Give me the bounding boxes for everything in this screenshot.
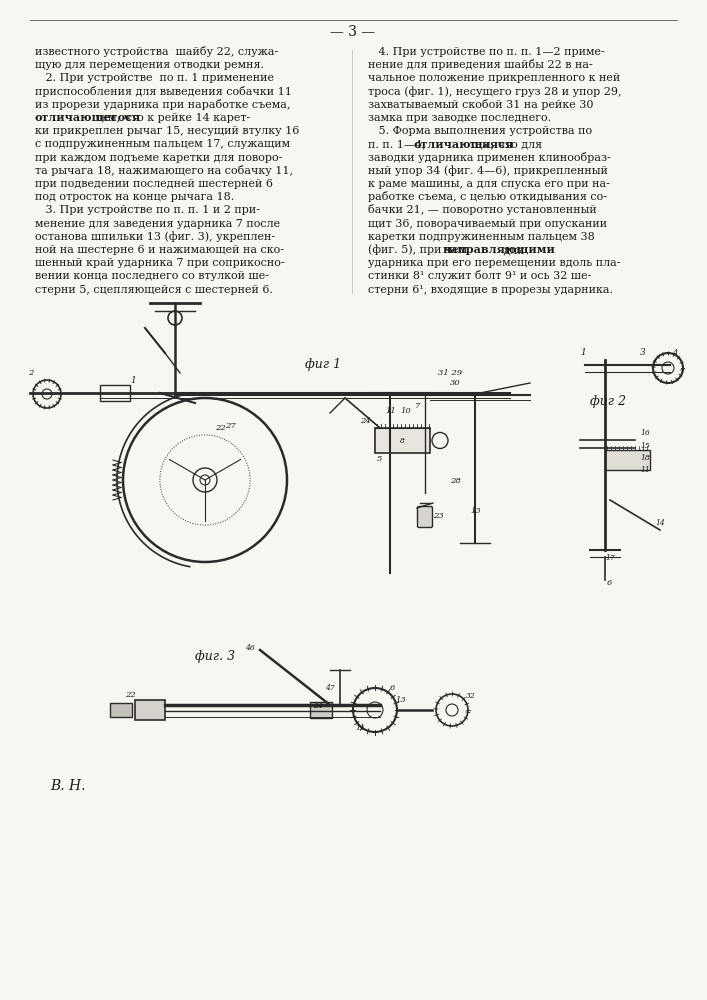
Text: 17: 17 (605, 554, 615, 562)
Text: 31 29: 31 29 (438, 369, 462, 377)
Text: чальное положение прикрепленного к ней: чальное положение прикрепленного к ней (368, 73, 620, 83)
Text: при каждом подъеме каретки для поворо-: при каждом подъеме каретки для поворо- (35, 153, 282, 163)
Text: 22: 22 (125, 691, 136, 699)
Text: с подпружиненным пальцем 17, служащим: с подпружиненным пальцем 17, служащим (35, 139, 290, 149)
Text: ный упор 34 (фиг. 4—6), прикрепленный: ный упор 34 (фиг. 4—6), прикрепленный (368, 165, 608, 176)
Text: стерни 6¹, входящие в прорезы ударника.: стерни 6¹, входящие в прорезы ударника. (368, 285, 613, 295)
Bar (110, 703, 132, 717)
Text: каретки подпружиненным пальцем 38: каретки подпружиненным пальцем 38 (368, 232, 595, 242)
Text: нение для приведения шайбы 22 в на-: нение для приведения шайбы 22 в на- (368, 59, 592, 70)
Text: стинки 8¹ служит болт 9¹ и ось 32 ше-: стинки 8¹ служит болт 9¹ и ось 32 ше- (368, 270, 591, 281)
Text: 27: 27 (225, 422, 235, 430)
Text: 7: 7 (415, 402, 421, 410)
Text: 1: 1 (580, 348, 586, 357)
FancyBboxPatch shape (418, 506, 433, 528)
Text: 22: 22 (215, 424, 226, 432)
Text: 11: 11 (355, 724, 365, 732)
Text: фиг 2: фиг 2 (590, 395, 626, 408)
Text: 24: 24 (360, 417, 370, 425)
Text: 3. При устройстве по п. п. 1 и 2 при-: 3. При устройстве по п. п. 1 и 2 при- (35, 205, 260, 215)
Text: п. п. 1—4,: п. п. 1—4, (368, 139, 429, 149)
Text: троса (фиг. 1), несущего груз 28 и упор 29,: троса (фиг. 1), несущего груз 28 и упор … (368, 86, 621, 97)
Text: В. Н.: В. Н. (50, 779, 86, 793)
Text: 1: 1 (130, 376, 136, 385)
Text: 47: 47 (325, 684, 334, 692)
Text: — 3 —: — 3 — (330, 25, 375, 39)
Text: 5: 5 (377, 455, 382, 463)
Text: та рычага 18, нажимающего на собачку 11,: та рычага 18, нажимающего на собачку 11, (35, 165, 293, 176)
Text: 16: 16 (640, 429, 650, 437)
Text: из прорези ударника при наработке съема,: из прорези ударника при наработке съема, (35, 99, 291, 110)
Text: 11: 11 (640, 466, 650, 474)
Text: 32: 32 (466, 692, 476, 700)
Text: работке съема, с целью откидывания со-: работке съема, с целью откидывания со- (368, 191, 607, 202)
Bar (135, 700, 165, 720)
Text: 3: 3 (640, 348, 645, 357)
Text: приспособления для выведения собачки 11: приспособления для выведения собачки 11 (35, 86, 292, 97)
Text: фиг 1: фиг 1 (305, 358, 341, 371)
Text: 4: 4 (672, 349, 677, 357)
Text: 30: 30 (450, 379, 461, 387)
Text: 2. При устройстве  по п. 1 применение: 2. При устройстве по п. 1 применение (35, 73, 274, 83)
Text: 18: 18 (640, 454, 650, 462)
Text: 46: 46 (245, 644, 255, 652)
Text: 5. Форма выполнения устройства по: 5. Форма выполнения устройства по (368, 126, 592, 136)
Text: ной на шестерне 6 и нажимающей на ско-: ной на шестерне 6 и нажимающей на ско- (35, 245, 284, 255)
Bar (605, 450, 650, 470)
Text: 2: 2 (28, 369, 33, 377)
Text: 13: 13 (395, 696, 406, 704)
Text: стерни 5, сцепляющейся с шестерней 6.: стерни 5, сцепляющейся с шестерней 6. (35, 285, 273, 295)
Text: для: для (500, 245, 524, 255)
Text: при подведении последней шестерней 6: при подведении последней шестерней 6 (35, 179, 273, 189)
Text: 13: 13 (470, 507, 481, 515)
Text: 15: 15 (640, 442, 650, 450)
Text: шенный край ударника 7 при соприкосно-: шенный край ударника 7 при соприкосно- (35, 258, 285, 268)
Text: 14: 14 (655, 519, 665, 527)
Text: 10: 10 (400, 407, 411, 415)
Bar (100, 385, 130, 401)
Text: ки прикреплен рычаг 15, несущий втулку 16: ки прикреплен рычаг 15, несущий втулку 1… (35, 126, 299, 136)
Text: 24: 24 (313, 702, 323, 710)
Text: захватываемый скобой 31 на рейке 30: захватываемый скобой 31 на рейке 30 (368, 99, 593, 110)
Text: направляющими: направляющими (443, 244, 556, 255)
Text: тем, что для: тем, что для (466, 139, 542, 149)
Text: 28: 28 (450, 477, 461, 485)
Bar (375, 428, 430, 453)
Text: вении конца последнего со втулкой ше-: вении конца последнего со втулкой ше- (35, 271, 269, 281)
Text: отличающегося: отличающегося (35, 112, 141, 123)
Text: ударника при его перемещении вдоль пла-: ударника при его перемещении вдоль пла- (368, 258, 621, 268)
Text: к раме машины, а для спуска его при на-: к раме машины, а для спуска его при на- (368, 179, 610, 189)
Text: 6: 6 (607, 579, 612, 587)
Text: отличающаяся: отличающаяся (414, 138, 514, 149)
Text: 11: 11 (385, 407, 396, 415)
Bar (310, 702, 332, 718)
Text: заводки ударника применен клинообраз-: заводки ударника применен клинообраз- (368, 152, 611, 163)
Text: 23: 23 (433, 512, 444, 520)
Text: фиг. 3: фиг. 3 (195, 650, 235, 663)
Text: известного устройства  шайбу 22, служа-: известного устройства шайбу 22, служа- (35, 46, 279, 57)
Text: щит 36, поворачиваемый при опускании: щит 36, поворачиваемый при опускании (368, 219, 607, 229)
Text: менение для заведения ударника 7 после: менение для заведения ударника 7 после (35, 219, 280, 229)
Text: замка при заводке последнего.: замка при заводке последнего. (368, 113, 551, 123)
Text: останова шпильки 13 (фиг. 3), укреплен-: останова шпильки 13 (фиг. 3), укреплен- (35, 231, 275, 242)
Text: 4. При устройстве по п. п. 1—2 приме-: 4. При устройстве по п. п. 1—2 приме- (368, 47, 604, 57)
Text: 6: 6 (390, 684, 395, 692)
Text: (фиг. 5), при чем: (фиг. 5), при чем (368, 244, 471, 255)
Text: под отросток на конце рычага 18.: под отросток на конце рычага 18. (35, 192, 234, 202)
Text: 8: 8 (400, 437, 405, 445)
Text: тем, что к рейке 14 карет-: тем, что к рейке 14 карет- (92, 113, 250, 123)
Text: бачки 21, — поворотно установленный: бачки 21, — поворотно установленный (368, 204, 597, 215)
Text: щую для перемещения отводки ремня.: щую для перемещения отводки ремня. (35, 60, 264, 70)
